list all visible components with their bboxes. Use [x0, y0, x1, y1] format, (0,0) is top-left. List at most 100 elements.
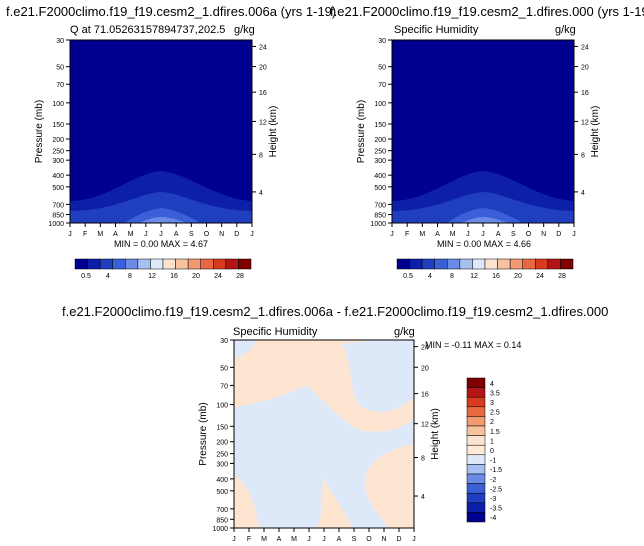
- colorbar-label: -3: [490, 496, 496, 503]
- x-tick-label: S: [511, 231, 516, 238]
- x-tick-label: F: [247, 536, 251, 543]
- contour-level-3: [446, 208, 524, 223]
- y-axis-label: Pressure (mb): [356, 100, 367, 163]
- y-right-tick-label: 12: [421, 422, 429, 429]
- colorbar-swatch: [509, 258, 523, 270]
- y-tick-label: 400: [216, 477, 228, 484]
- y-tick-label: 250: [374, 149, 386, 156]
- colorbar-swatch: [466, 396, 486, 408]
- colorbar-label: 4: [428, 273, 432, 280]
- negative-region: [342, 340, 414, 412]
- colorbar-label: 0.5: [81, 273, 91, 280]
- colorbar-swatch: [225, 258, 239, 270]
- colorbar-swatch: [74, 258, 88, 270]
- y-right-tick-label: 16: [581, 90, 589, 97]
- y-tick-label: 500: [216, 489, 228, 496]
- y-right-axis-label: Height (km): [268, 106, 279, 158]
- y-tick-label: 50: [378, 65, 386, 72]
- x-tick-label: M: [291, 536, 297, 543]
- contour-level-2: [392, 192, 574, 223]
- colorbar-label: 28: [236, 273, 244, 280]
- panel3-title: f.e21.F2000climo.f19_f19.cesm2_1.dfires.…: [62, 304, 609, 319]
- y-tick-label: 400: [374, 173, 386, 180]
- colorbar-label: 2.5: [490, 410, 500, 417]
- y-tick-label: 100: [216, 403, 228, 410]
- y-tick-label: 70: [220, 383, 228, 390]
- colorbar-swatch: [434, 258, 448, 270]
- colorbar-label: -4: [490, 515, 496, 522]
- colorbar-swatch: [213, 258, 227, 270]
- x-tick-label: S: [352, 536, 357, 543]
- colorbar-swatch: [466, 483, 486, 494]
- y-right-tick-label: 8: [581, 152, 585, 159]
- colorbar-swatch: [396, 258, 410, 270]
- colorbar-label: -1: [490, 458, 496, 465]
- y-tick-label: 1000: [48, 221, 64, 228]
- panel3-chart: 3050701001502002503004005007008501000242…: [198, 338, 502, 543]
- y-tick-label: 200: [216, 440, 228, 447]
- panel3-units: g/kg: [394, 326, 415, 338]
- x-tick-label: D: [396, 536, 401, 543]
- y-tick-label: 200: [52, 137, 64, 144]
- colorbar-label: 3.5: [490, 390, 500, 397]
- y-tick-label: 700: [374, 202, 386, 209]
- colorbar-label: 1: [490, 438, 494, 445]
- colorbar-label: 12: [148, 273, 156, 280]
- y-tick-label: 300: [52, 158, 64, 165]
- colorbar-label: 16: [170, 273, 178, 280]
- contour-level-2: [70, 192, 252, 223]
- colorbar-label: 4: [490, 381, 494, 388]
- x-tick-label: J: [481, 231, 485, 238]
- x-tick-label: M: [261, 536, 267, 543]
- y-tick-label: 250: [52, 149, 64, 156]
- colorbar-swatch: [187, 258, 201, 270]
- x-tick-label: J: [159, 231, 163, 238]
- x-tick-label: N: [541, 231, 546, 238]
- contour-level-4: [139, 217, 187, 223]
- x-tick-label: J: [68, 231, 72, 238]
- y-tick-label: 850: [374, 213, 386, 220]
- colorbar-swatch: [466, 473, 486, 484]
- contour-level-3: [124, 208, 202, 223]
- colorbar-swatch: [497, 258, 511, 270]
- y-tick-label: 70: [378, 82, 386, 89]
- colorbar-swatch: [466, 512, 486, 523]
- x-tick-label: F: [83, 231, 87, 238]
- y-tick-label: 150: [374, 122, 386, 129]
- y-right-tick-label: 24: [581, 44, 589, 51]
- x-tick-label: O: [204, 231, 210, 238]
- colorbar-swatch: [200, 258, 214, 270]
- y-tick-label: 150: [216, 424, 228, 431]
- colorbar-label: 1.5: [490, 429, 500, 436]
- y-tick-label: 850: [216, 517, 228, 524]
- colorbar-swatch: [409, 258, 423, 270]
- negative-region: [234, 340, 256, 359]
- colorbar-label: 24: [214, 273, 222, 280]
- y-right-tick-label: 20: [421, 365, 429, 372]
- x-tick-label: S: [189, 231, 194, 238]
- y-tick-label: 700: [52, 202, 64, 209]
- y-axis-label: Pressure (mb): [34, 100, 45, 163]
- colorbar-swatch: [87, 258, 101, 270]
- colorbar-swatch: [99, 258, 113, 270]
- x-tick-label: J: [466, 231, 470, 238]
- y-tick-label: 30: [220, 338, 228, 345]
- colorbar-label: 4: [106, 273, 110, 280]
- colorbar-swatch: [466, 502, 486, 513]
- y-tick-label: 30: [378, 38, 386, 45]
- y-tick-label: 100: [374, 101, 386, 108]
- colorbar-label: 12: [470, 273, 478, 280]
- y-right-tick-label: 16: [259, 90, 267, 97]
- colorbar-swatch: [466, 464, 486, 475]
- y-tick-label: 250: [216, 452, 228, 459]
- y-tick-label: 300: [216, 461, 228, 468]
- y-right-tick-label: 8: [259, 152, 263, 159]
- y-tick-label: 400: [52, 173, 64, 180]
- y-right-tick-label: 20: [581, 65, 589, 72]
- colorbar-label: -1.5: [490, 467, 502, 474]
- colorbar-swatch: [112, 258, 126, 270]
- panel1-title: f.e21.F2000climo.f19_f19.cesm2_1.dfires.…: [6, 4, 337, 19]
- x-tick-label: A: [337, 536, 342, 543]
- x-tick-label: M: [97, 231, 103, 238]
- x-tick-label: D: [234, 231, 239, 238]
